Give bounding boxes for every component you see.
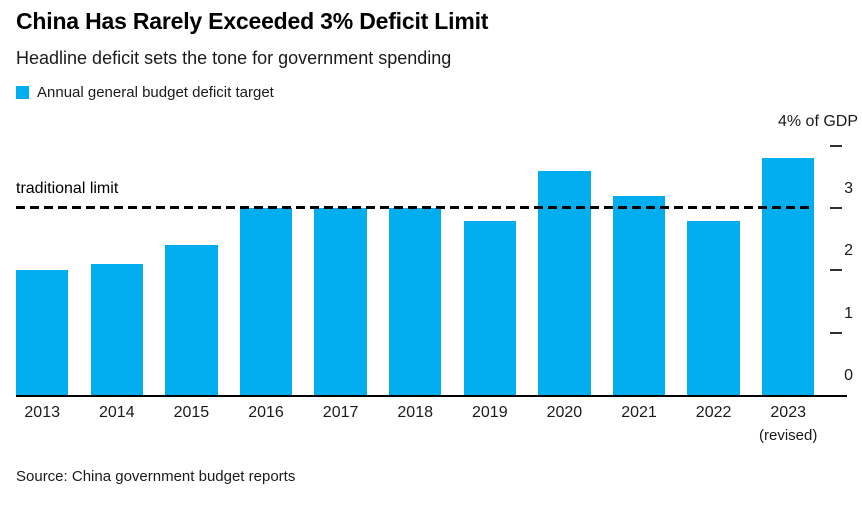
legend-swatch-icon xyxy=(16,86,29,99)
x-label-2023: 2023 xyxy=(770,404,806,421)
x-label-2018: 2018 xyxy=(397,404,433,421)
bar-2022 xyxy=(687,220,740,395)
y-tick-label-0: 0 xyxy=(844,367,853,384)
bar-2018 xyxy=(389,208,442,395)
x-label-2015: 2015 xyxy=(173,404,210,421)
bar-2017 xyxy=(314,208,367,395)
y-tick-1 xyxy=(830,331,842,334)
legend-label: Annual general budget deficit target xyxy=(37,84,274,101)
x-label-2014: 2014 xyxy=(99,404,135,421)
x-label-2013: 2013 xyxy=(24,404,60,421)
bar-2015 xyxy=(165,245,218,395)
x-label-2017: 2017 xyxy=(322,404,359,421)
bar-2021 xyxy=(612,195,666,395)
legend: Annual general budget deficit target xyxy=(16,84,274,101)
x-label-2020: 2020 xyxy=(546,404,583,421)
source-note: Source: China government budget reports xyxy=(16,468,296,485)
bar-2023 xyxy=(762,158,815,395)
x-sublabel-2023: (revised) xyxy=(759,427,818,444)
y-tick-label-2: 2 xyxy=(844,242,853,260)
y-tick-2 xyxy=(830,269,842,272)
x-label-2022: 2022 xyxy=(695,404,732,421)
x-label-2019: 2019 xyxy=(472,404,508,421)
x-label-2021: 2021 xyxy=(621,404,657,421)
y-axis-unit-label: 4% of GDP xyxy=(777,113,858,130)
bar-2014 xyxy=(90,264,143,395)
bar-2013 xyxy=(16,270,69,395)
bar-2020 xyxy=(538,170,591,395)
chart-title: China Has Rarely Exceeded 3% Deficit Lim… xyxy=(16,8,489,34)
y-tick-label-3: 3 xyxy=(844,180,853,197)
y-tick-label-1: 1 xyxy=(844,304,853,322)
bar-2019 xyxy=(463,220,516,395)
y-tick-3 xyxy=(830,207,842,209)
reference-line-dashed xyxy=(16,206,814,209)
reference-line-label: traditional limit xyxy=(16,180,119,197)
y-tick-4 xyxy=(830,144,842,147)
bar-2016 xyxy=(239,208,293,395)
x-axis-baseline xyxy=(16,395,847,397)
chart-subtitle: Headline deficit sets the tone for gover… xyxy=(16,48,452,68)
x-label-2016: 2016 xyxy=(248,404,284,421)
